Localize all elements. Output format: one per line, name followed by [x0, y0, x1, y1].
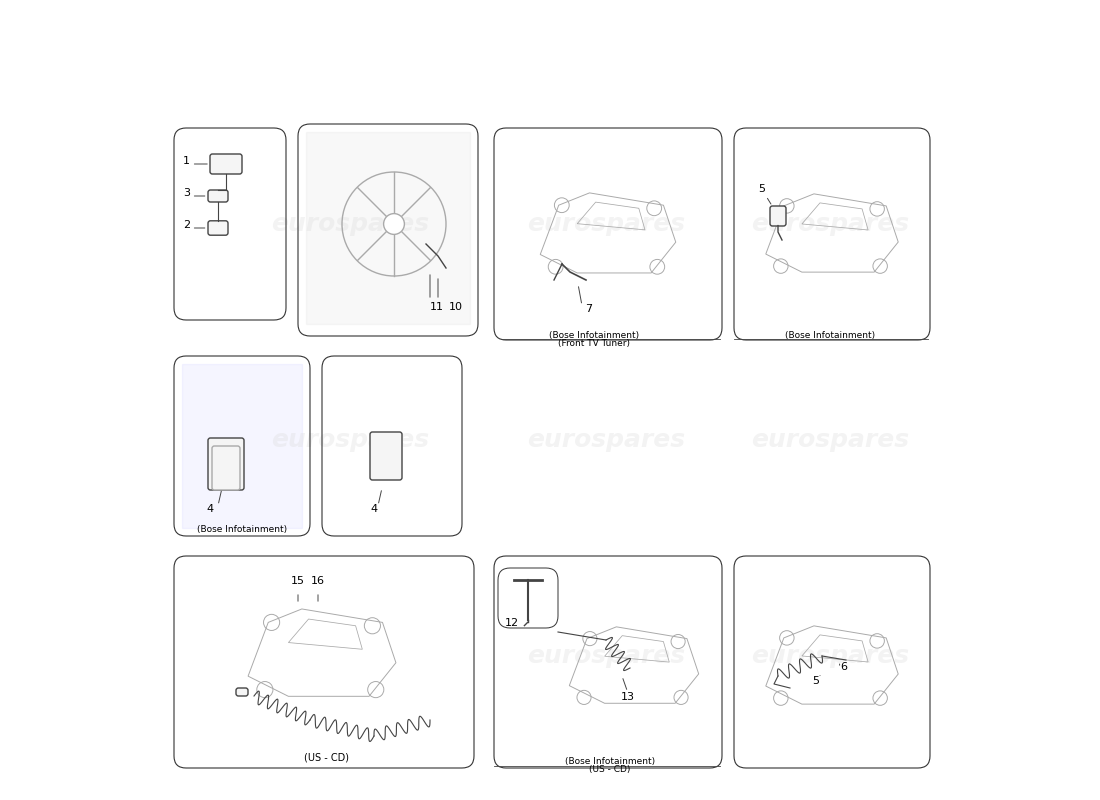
- Text: (Bose Infotainment): (Bose Infotainment): [565, 757, 656, 766]
- Text: eurospares: eurospares: [271, 212, 429, 236]
- FancyBboxPatch shape: [770, 206, 786, 226]
- Text: 12: 12: [505, 618, 518, 627]
- Text: 5: 5: [759, 184, 766, 194]
- Text: eurospares: eurospares: [751, 644, 909, 668]
- Text: eurospares: eurospares: [751, 428, 909, 452]
- Text: 11: 11: [430, 302, 444, 313]
- Text: (Bose Infotainment): (Bose Infotainment): [197, 525, 287, 534]
- FancyBboxPatch shape: [212, 446, 240, 490]
- FancyBboxPatch shape: [210, 154, 242, 174]
- Text: 4: 4: [371, 504, 377, 514]
- FancyBboxPatch shape: [208, 438, 244, 490]
- Text: eurospares: eurospares: [751, 212, 909, 236]
- Text: 1: 1: [183, 156, 190, 166]
- Text: eurospares: eurospares: [527, 428, 685, 452]
- Text: 4: 4: [207, 504, 213, 514]
- Text: 2: 2: [183, 220, 190, 230]
- Text: eurospares: eurospares: [527, 212, 685, 236]
- Circle shape: [384, 214, 405, 234]
- Text: 10: 10: [449, 302, 462, 313]
- Text: eurospares: eurospares: [527, 644, 685, 668]
- Text: 5: 5: [812, 676, 820, 686]
- Text: 13: 13: [620, 692, 635, 702]
- FancyBboxPatch shape: [208, 190, 228, 202]
- FancyBboxPatch shape: [370, 432, 402, 480]
- Text: (US - CD): (US - CD): [304, 752, 349, 762]
- Text: (Front TV Tuner): (Front TV Tuner): [558, 338, 630, 347]
- Text: eurospares: eurospares: [271, 428, 429, 452]
- Text: (Bose Infotainment): (Bose Infotainment): [549, 330, 639, 339]
- Text: 15: 15: [292, 576, 305, 586]
- Text: 3: 3: [183, 188, 190, 198]
- Text: 7: 7: [585, 304, 592, 314]
- FancyBboxPatch shape: [236, 688, 248, 696]
- Text: 6: 6: [840, 662, 847, 672]
- Text: 16: 16: [311, 576, 324, 586]
- Text: (Bose Infotainment): (Bose Infotainment): [785, 330, 876, 339]
- Text: (US - CD): (US - CD): [590, 765, 630, 774]
- FancyBboxPatch shape: [208, 221, 228, 235]
